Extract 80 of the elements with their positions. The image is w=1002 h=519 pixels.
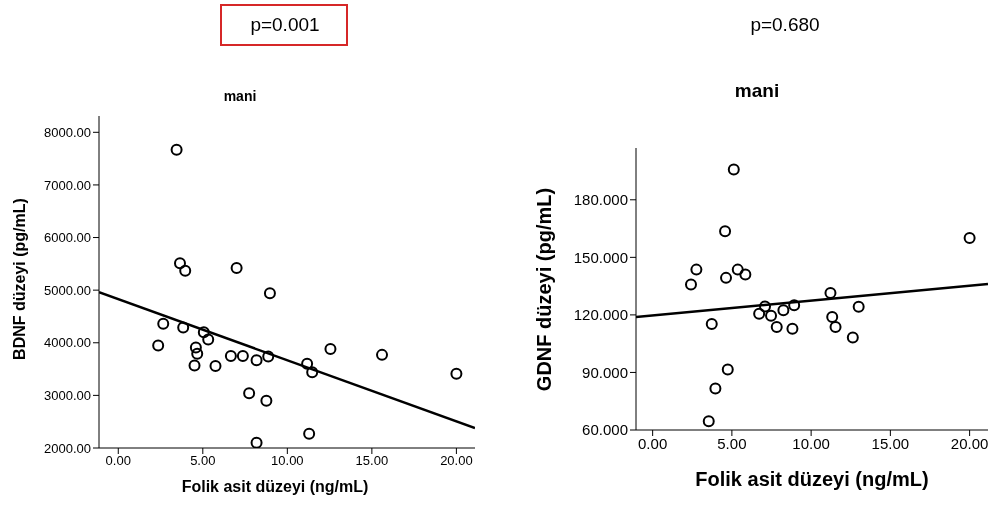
point (376, 348, 389, 361)
point (260, 394, 273, 407)
y-axis-title: BDNF düzeyi (pg/mL) (11, 197, 29, 363)
point (152, 339, 165, 352)
point (727, 163, 740, 176)
x-axis-title: Folik asit düzeyi (ng/mL) (694, 468, 930, 491)
point (173, 257, 186, 270)
point (702, 415, 715, 428)
y-tick-label: 180.000 (573, 191, 628, 209)
x-tick-label: 15.00 (355, 453, 389, 469)
text: p=0.001 (250, 14, 320, 35)
y-tick-label: 150.000 (573, 248, 628, 266)
x-tick-label: 20.00 (440, 453, 473, 469)
x-tick-label: 0.00 (105, 453, 131, 469)
text: p=0.680 (750, 14, 820, 35)
point (765, 309, 778, 322)
y-tick-label: 90.000 (582, 363, 628, 381)
point (788, 299, 801, 312)
point (197, 326, 210, 339)
y-tick-label: 5000.00 (44, 282, 91, 298)
x-tick-label: 5.00 (717, 434, 747, 452)
point (690, 263, 703, 276)
point (224, 349, 237, 362)
point (786, 322, 799, 335)
point (301, 357, 314, 370)
point (262, 350, 275, 363)
point (753, 307, 766, 320)
point (170, 143, 183, 156)
chart-title: mani (733, 80, 781, 102)
point (963, 231, 976, 244)
y-tick-label: 8000.00 (44, 124, 91, 140)
point (303, 427, 316, 440)
point (324, 343, 337, 356)
point (705, 317, 718, 330)
point (731, 263, 744, 276)
point (177, 321, 190, 334)
y-tick-label: 3000.00 (44, 388, 91, 403)
point (230, 262, 243, 275)
point (202, 333, 215, 346)
point (191, 347, 204, 360)
y-tick-label: 4000.00 (44, 335, 91, 351)
x-tick-label: 15.00 (871, 434, 910, 452)
point (739, 268, 752, 281)
point (209, 359, 222, 372)
y-tick-label: 120.000 (573, 306, 628, 324)
point (721, 363, 734, 376)
point (829, 320, 842, 333)
point (450, 367, 463, 380)
point (189, 341, 202, 354)
chart-title: mani (222, 88, 258, 104)
point (179, 264, 192, 277)
point (236, 349, 249, 362)
point (777, 304, 790, 317)
point (263, 287, 276, 300)
y-tick-label: 6000.00 (44, 230, 91, 246)
x-tick-label: 10.00 (271, 453, 304, 469)
point (709, 382, 722, 395)
point (157, 317, 170, 330)
point (826, 311, 839, 324)
point (243, 387, 256, 400)
x-tick-label: 20.00 (950, 434, 989, 452)
y-tick-label: 2000.00 (44, 440, 91, 456)
point (720, 271, 733, 284)
y-axis-title: GDNF düzeyi (pg/mL) (532, 186, 556, 394)
point (250, 354, 263, 367)
y-tick-label: 7000.00 (44, 177, 91, 193)
point (685, 278, 697, 291)
x-tick-label: 10.00 (792, 434, 830, 452)
x-tick-label: 5.00 (190, 453, 216, 469)
y-tick-label: 60.000 (582, 421, 628, 439)
point (770, 320, 783, 333)
x-axis-title: Folik asit düzeyi (ng/mL) (180, 478, 370, 496)
point (250, 436, 263, 448)
x-tick-label: 0.00 (638, 434, 668, 452)
point (846, 331, 859, 344)
point (852, 300, 865, 313)
point (719, 225, 732, 238)
point (306, 366, 319, 379)
point (759, 300, 772, 313)
point (188, 359, 201, 372)
